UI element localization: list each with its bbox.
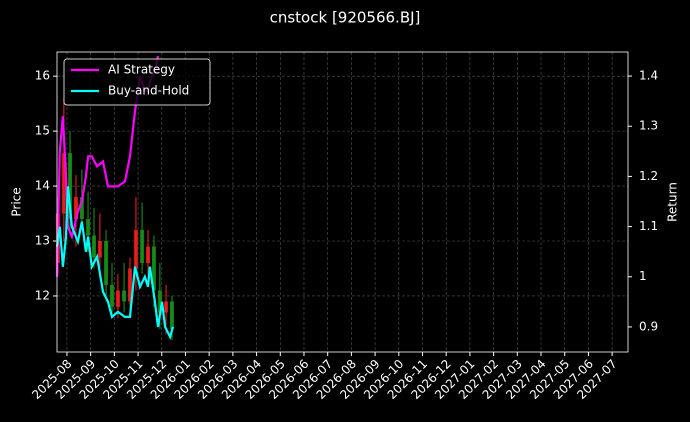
y2-tick-label: 1 [639,269,647,283]
legend-box [63,58,211,106]
candle-body [122,290,127,302]
y2-tick-label: 1.3 [639,119,658,133]
y2-axis-label: Return [666,182,680,222]
candle-body [68,153,73,220]
y2-tick-label: 0.9 [639,319,658,333]
candle-body [146,246,151,263]
candle-body [91,235,96,258]
candle-body [133,230,138,269]
chart-title: cnstock [920566.BJ] [270,9,421,27]
candle-body [115,290,120,307]
series-line [55,186,174,340]
candle-body [97,241,102,258]
plot-frame [56,51,629,353]
y2-tick-label: 1.4 [639,69,658,83]
candle-body [140,230,145,263]
candle-body [86,219,91,236]
y2-tick-label: 1.1 [639,219,658,233]
legend-label: Buy-and-Hold [108,84,189,98]
candle-body [73,197,78,220]
candle-body [169,301,174,329]
y-tick-label: 14 [35,179,50,193]
legend-label: AI Strategy [108,63,175,77]
candle-body [128,268,133,302]
candle-body [164,301,169,313]
y-tick-label: 16 [35,69,50,83]
candle-body [109,284,114,307]
candle-body [157,290,162,313]
candle-body [104,241,109,285]
y-tick-label: 12 [35,288,50,302]
candle-body [151,246,156,291]
y-tick-label: 13 [35,234,50,248]
candle-body [79,197,84,220]
y-tick-label: 15 [35,124,50,138]
y2-tick-label: 1.2 [639,169,658,183]
y-axis-label: Price [10,187,24,216]
candle-body [61,153,66,214]
